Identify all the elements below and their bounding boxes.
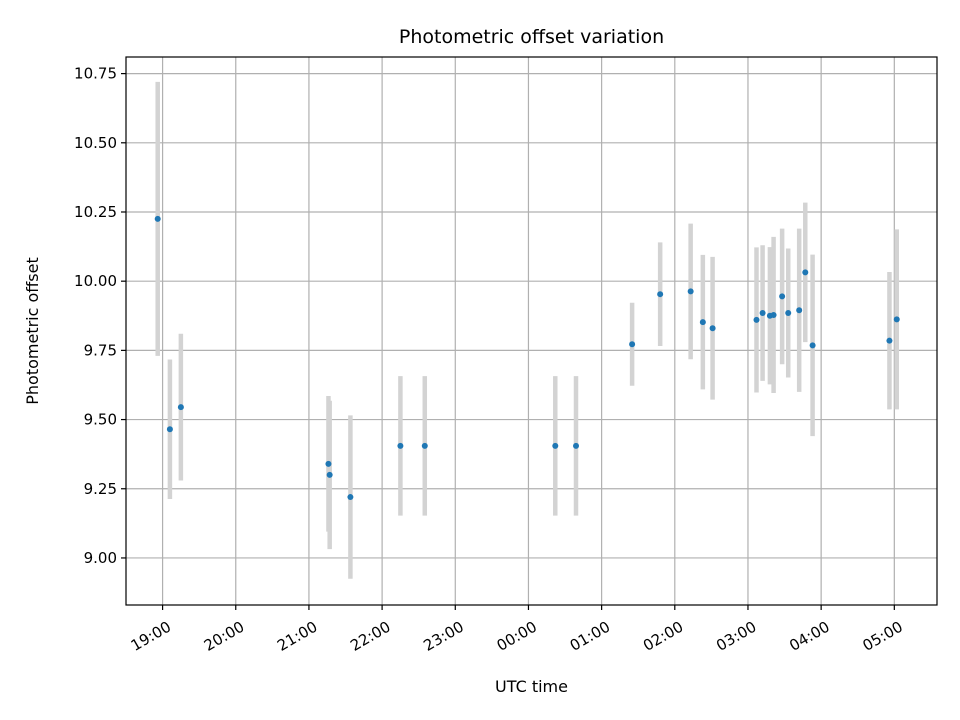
x-tick-label: 03:00 [713, 618, 759, 655]
data-point [177, 404, 184, 411]
data-point [421, 442, 428, 449]
x-axis-label: UTC time [495, 677, 568, 696]
y-tick-label: 9.50 [84, 411, 117, 429]
x-tick-label: 23:00 [420, 618, 466, 655]
x-tick-label: 22:00 [347, 618, 393, 655]
y-tick-label: 10.75 [74, 65, 117, 83]
y-axis-label: Photometric offset [23, 257, 42, 405]
data-point [166, 426, 173, 433]
data-point [552, 442, 559, 449]
x-tick-label: 04:00 [786, 618, 832, 655]
data-point [753, 316, 760, 323]
data-point [759, 310, 766, 317]
data-point [809, 342, 816, 349]
data-point [325, 460, 332, 467]
data-point [770, 311, 777, 318]
data-point [709, 325, 716, 332]
x-tick-label: 21:00 [274, 618, 320, 655]
data-point [657, 291, 664, 298]
chart-title: Photometric offset variation [399, 26, 664, 48]
point-layer [154, 215, 900, 501]
errorbar-layer [155, 81, 900, 579]
x-tick-label: 00:00 [494, 618, 540, 655]
x-tick-label: 05:00 [859, 618, 905, 655]
data-point [796, 307, 803, 314]
data-point [699, 319, 706, 326]
x-tick-label: 20:00 [201, 618, 247, 655]
data-point [347, 494, 354, 501]
plot-frame [125, 56, 938, 606]
y-tick-label: 9.75 [84, 341, 117, 359]
x-tick-label: 01:00 [567, 618, 613, 655]
y-tick-label: 9.00 [84, 549, 117, 567]
y-tick-label: 10.50 [74, 134, 117, 152]
data-point [154, 215, 161, 222]
y-tick-label: 9.25 [84, 480, 117, 498]
data-point [629, 341, 636, 348]
data-point [779, 293, 786, 300]
x-tick-layer: 19:00 20:00 21:00 22:00 23:00 00:00 01:00 02:00… [128, 605, 906, 655]
data-point [326, 471, 333, 478]
data-point [802, 269, 809, 276]
data-point [893, 316, 900, 323]
data-point [397, 442, 404, 449]
data-point [886, 337, 893, 344]
grid-layer [126, 57, 937, 605]
y-tick-label: 10.00 [74, 272, 117, 290]
y-tick-layer: 9.00 9.25 9.50 9.75 10.00 10.25 10.50 10.75 [74, 65, 126, 567]
y-tick-label: 10.25 [74, 203, 117, 221]
data-point [573, 442, 580, 449]
data-point [785, 310, 792, 317]
x-tick-label: 19:00 [128, 618, 174, 655]
data-point [687, 288, 694, 295]
x-tick-label: 02:00 [640, 618, 686, 655]
